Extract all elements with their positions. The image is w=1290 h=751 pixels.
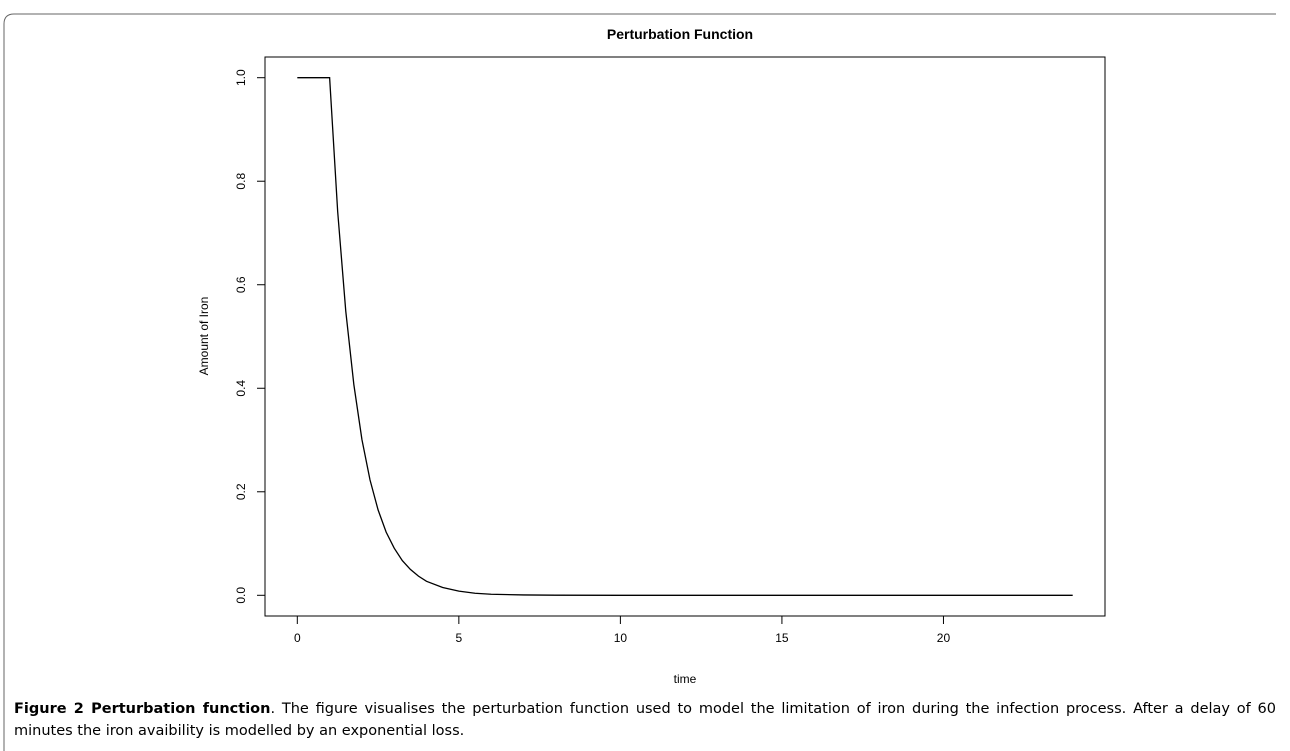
caption-label: Figure 2 Perturbation function [14, 701, 271, 717]
x-tick-label: 10 [614, 631, 628, 645]
plot-box [264, 56, 1106, 617]
x-tick-label: 15 [775, 631, 789, 645]
x-axis: 0 5 10 15 20 [294, 615, 951, 645]
y-tick-label: 0.6 [234, 276, 248, 293]
series-layer [297, 77, 1073, 596]
y-tick-label: 0.0 [234, 587, 248, 604]
caption-text: . The figure visualises the perturbation… [14, 701, 1276, 739]
chart-title: Perturbation Function [607, 26, 753, 42]
series-line [297, 77, 1073, 596]
x-tick-label: 20 [937, 631, 951, 645]
x-axis-label: time [674, 672, 697, 686]
figure-border [3, 13, 1276, 751]
y-axis: 0.0 0.2 0.4 0.6 0.8 1.0 [234, 69, 266, 604]
y-tick-label: 0.2 [234, 483, 248, 500]
y-tick-label: 0.4 [234, 380, 248, 397]
y-tick-label: 1.0 [234, 69, 248, 86]
x-tick-label: 5 [456, 631, 463, 645]
y-tick-label: 0.8 [234, 173, 248, 190]
y-axis-label: Amount of Iron [197, 297, 211, 376]
x-tick-label: 0 [294, 631, 301, 645]
figure-caption: Figure 2 Perturbation function. The figu… [14, 698, 1276, 742]
